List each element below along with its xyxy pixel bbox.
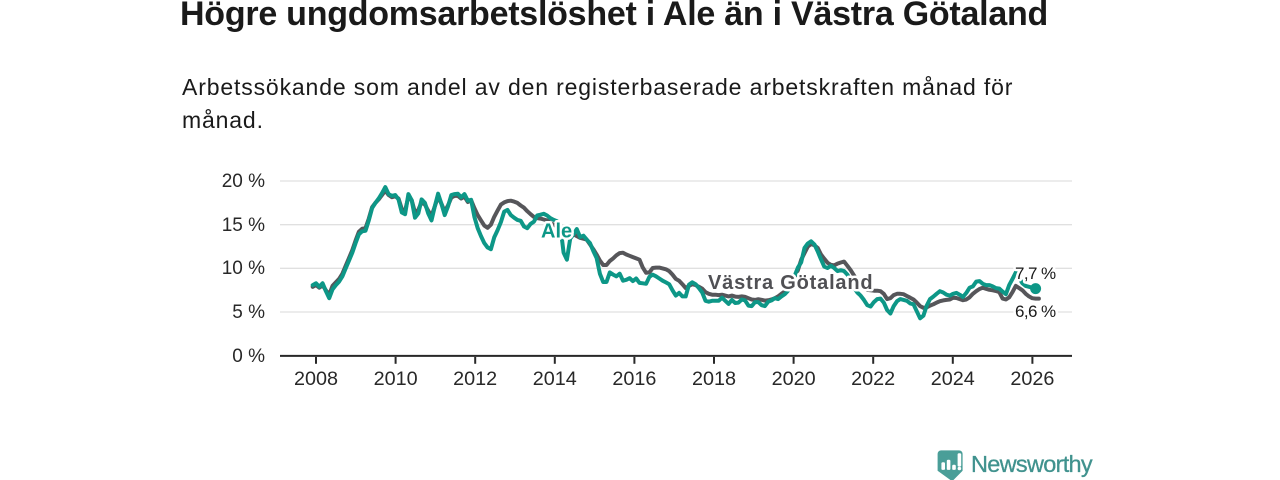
- svg-text:Västra Götaland: Västra Götaland: [708, 272, 873, 294]
- svg-text:6,6 %: 6,6 %: [1015, 302, 1056, 321]
- svg-text:7,7 %: 7,7 %: [1015, 264, 1056, 283]
- svg-text:Ale: Ale: [541, 221, 572, 243]
